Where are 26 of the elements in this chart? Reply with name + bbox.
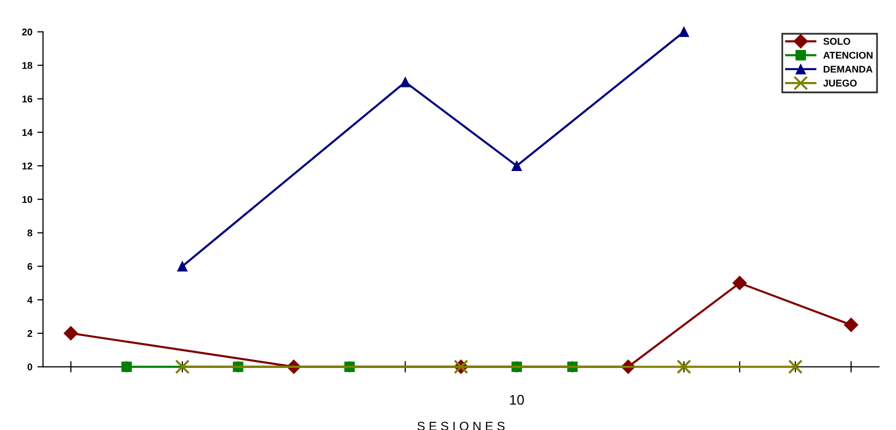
y-tick-label: 12 [22,162,32,170]
y-tick-label: 10 [22,196,32,203]
legend-label: SOLO [823,38,850,45]
point [512,160,522,172]
point [678,26,690,38]
point [121,362,132,372]
point [177,261,188,272]
point [676,359,692,374]
legend-label: ATENCION [823,52,872,59]
y-tick-label: 2 [28,330,32,337]
point [844,318,858,332]
y-tick-label: 8 [27,230,32,236]
point [64,326,78,341]
point [732,276,747,290]
point [175,359,190,374]
y-tick-label: 6 [28,263,32,270]
y-tick-label: 18 [22,62,32,69]
y-tick-label: 0 [28,364,32,370]
point [400,76,410,88]
point [788,359,803,374]
y-tick-label: 4 [27,296,33,304]
legend-label: DEMANDA [824,66,873,73]
legend-label: JUEGO [823,80,857,87]
y-tick-label: 16 [22,96,32,102]
y-tick-label: 20 [22,28,32,36]
y-tick-label: 14 [22,129,33,136]
